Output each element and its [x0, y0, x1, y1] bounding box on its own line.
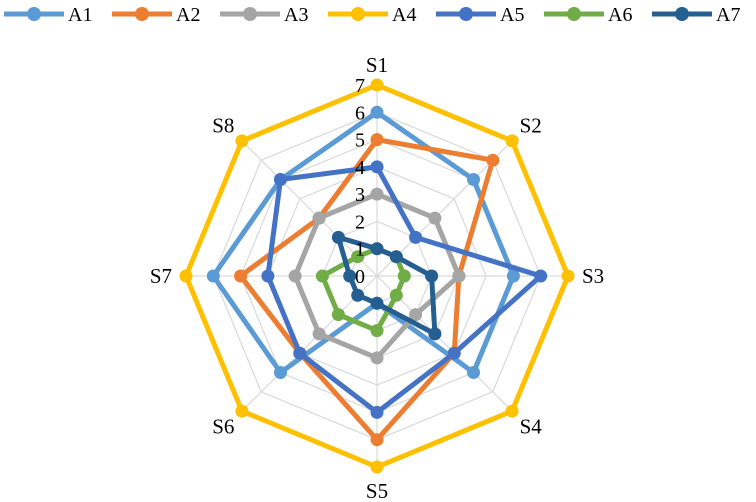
point-a1-s7 [206, 269, 220, 283]
point-a3-s8 [312, 211, 326, 225]
category-label-s3: S3 [582, 264, 604, 288]
point-a4-s7 [179, 269, 193, 283]
point-a3-s1 [370, 187, 384, 201]
legend-item-a6: A6 [544, 4, 632, 26]
point-a4-s2 [505, 134, 519, 148]
series-group [179, 78, 575, 474]
legend: A1 A2 A3 A4 A5 A6 A7 [4, 4, 740, 26]
radial-tick-labels: 0 1 2 3 4 5 6 7 [355, 75, 365, 288]
point-a1-s1 [370, 105, 384, 119]
point-a2-s5 [370, 433, 384, 447]
point-a5-s3 [534, 269, 548, 283]
tick-label-3: 3 [355, 184, 365, 206]
series-a5 [261, 160, 548, 419]
legend-label-a7: A7 [716, 4, 740, 26]
category-label-s8: S8 [212, 113, 234, 137]
legend-label-a1: A1 [68, 4, 92, 26]
point-a3-s2 [428, 211, 442, 225]
point-a7-s4 [428, 327, 442, 341]
point-a6-s3 [397, 269, 411, 283]
tick-label-4: 4 [355, 157, 365, 179]
legend-item-a5: A5 [436, 4, 524, 26]
legend-label-a2: A2 [176, 4, 200, 26]
point-a7-s6 [351, 288, 365, 302]
legend-label-a6: A6 [608, 4, 632, 26]
point-a3-s3 [452, 269, 466, 283]
legend-marker-a3 [243, 7, 257, 21]
point-a6-s7 [315, 269, 329, 283]
legend-item-a3: A3 [220, 4, 308, 26]
category-label-s4: S4 [520, 415, 543, 439]
category-label-s5: S5 [366, 479, 388, 502]
point-a5-s5 [370, 405, 384, 419]
tick-label-5: 5 [355, 130, 365, 152]
legend-marker-a7 [675, 7, 689, 21]
category-labels: S1 S2 S3 S4 S5 S6 S7 S8 [150, 53, 604, 502]
point-a1-s2 [467, 173, 480, 186]
point-a7-s8 [331, 230, 345, 244]
point-a3-s5 [370, 351, 384, 365]
point-a2-s2 [486, 153, 500, 167]
point-a7-s1 [370, 242, 384, 256]
category-label-s6: S6 [212, 415, 234, 439]
tick-label-1: 1 [355, 239, 365, 261]
point-a6-s8 [351, 250, 365, 264]
tick-label-7: 7 [355, 75, 365, 97]
point-a4-s1 [370, 78, 384, 92]
point-a5-s4 [447, 346, 461, 360]
point-a7-s7 [343, 269, 357, 283]
series-a3 [288, 187, 466, 365]
point-a6-s6 [331, 308, 345, 322]
point-a4-s4 [505, 404, 519, 418]
point-a5-s2 [409, 230, 423, 244]
series-a7 [331, 230, 442, 341]
legend-label-a5: A5 [500, 4, 524, 26]
tick-label-6: 6 [355, 102, 365, 124]
legend-item-a2: A2 [112, 4, 200, 26]
point-a5-s1 [370, 160, 384, 174]
point-a2-s7 [234, 269, 248, 283]
point-a1-s3 [506, 269, 520, 283]
legend-marker-a2 [135, 7, 149, 21]
point-a7-s3 [425, 269, 439, 283]
point-a3-s4 [409, 308, 423, 322]
point-a5-s6 [293, 346, 307, 360]
point-a1-s6 [274, 366, 287, 379]
legend-marker-a5 [459, 7, 473, 21]
point-a4-s5 [370, 460, 384, 474]
series-a4 [179, 78, 575, 474]
point-a6-s5 [370, 324, 384, 338]
point-a7-s2 [389, 250, 403, 264]
tick-label-0: 0 [355, 266, 365, 288]
point-a2-s1 [370, 133, 384, 147]
legend-item-a1: A1 [4, 4, 92, 26]
legend-item-a4: A4 [328, 4, 416, 26]
legend-label-a4: A4 [392, 4, 416, 26]
point-a4-s8 [235, 134, 249, 148]
legend-marker-a4 [351, 7, 365, 21]
tick-label-2: 2 [355, 211, 365, 233]
point-a5-s7 [261, 269, 275, 283]
point-a7-s5 [370, 296, 384, 310]
legend-marker-a1 [27, 7, 41, 21]
point-a6-s4 [389, 288, 403, 302]
point-a1-s4 [467, 366, 480, 379]
legend-label-a3: A3 [284, 4, 308, 26]
category-label-s7: S7 [150, 264, 172, 288]
point-a5-s8 [274, 173, 287, 186]
point-a3-s7 [288, 269, 302, 283]
category-label-s1: S1 [366, 53, 388, 77]
point-a4-s6 [235, 404, 249, 418]
legend-item-a7: A7 [652, 4, 740, 26]
legend-marker-a6 [567, 7, 581, 21]
point-a3-s6 [312, 327, 326, 341]
category-label-s2: S2 [520, 113, 542, 137]
point-a4-s3 [561, 269, 575, 283]
